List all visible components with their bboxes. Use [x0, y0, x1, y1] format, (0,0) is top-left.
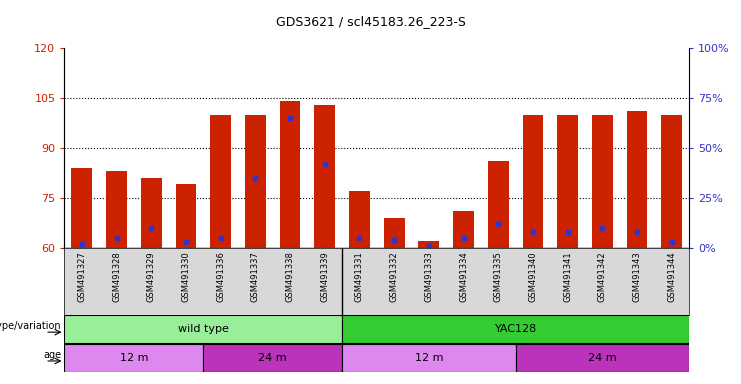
Text: GSM491328: GSM491328: [112, 251, 121, 302]
Text: 24 m: 24 m: [259, 353, 287, 363]
Text: 12 m: 12 m: [415, 353, 443, 363]
Bar: [342, 316, 689, 343]
Bar: [64, 344, 203, 372]
Text: 24 m: 24 m: [588, 353, 617, 363]
Bar: [557, 114, 578, 248]
Bar: [488, 161, 508, 248]
Text: GSM491332: GSM491332: [390, 251, 399, 302]
Text: GSM491337: GSM491337: [251, 251, 260, 302]
Text: YAC128: YAC128: [494, 324, 536, 334]
Bar: [203, 344, 342, 372]
Text: wild type: wild type: [178, 324, 229, 334]
Bar: [245, 114, 266, 248]
Text: 12 m: 12 m: [119, 353, 148, 363]
Bar: [419, 241, 439, 248]
Bar: [71, 168, 92, 248]
Bar: [627, 111, 648, 248]
Text: GSM491344: GSM491344: [668, 251, 677, 302]
Bar: [349, 191, 370, 248]
Bar: [141, 178, 162, 248]
Text: GSM491330: GSM491330: [182, 251, 190, 302]
Bar: [384, 218, 405, 248]
Bar: [453, 211, 474, 248]
Bar: [342, 344, 516, 372]
Text: GSM491341: GSM491341: [563, 251, 572, 302]
Text: GDS3621 / scl45183.26_223-S: GDS3621 / scl45183.26_223-S: [276, 15, 465, 28]
Text: GSM491338: GSM491338: [285, 251, 294, 302]
Bar: [592, 114, 613, 248]
Text: GSM491333: GSM491333: [425, 251, 433, 302]
Text: GSM491336: GSM491336: [216, 251, 225, 302]
Bar: [64, 316, 342, 343]
Text: GSM491343: GSM491343: [633, 251, 642, 302]
Bar: [176, 184, 196, 248]
Bar: [662, 114, 682, 248]
Text: GSM491334: GSM491334: [459, 251, 468, 302]
Text: genotype/variation: genotype/variation: [0, 321, 62, 331]
Bar: [106, 171, 127, 248]
Bar: [314, 104, 335, 248]
Bar: [210, 114, 231, 248]
Text: GSM491339: GSM491339: [320, 251, 329, 302]
Text: GSM491342: GSM491342: [598, 251, 607, 302]
Bar: [522, 114, 543, 248]
Text: GSM491335: GSM491335: [494, 251, 502, 302]
Text: GSM491329: GSM491329: [147, 251, 156, 302]
Text: GSM491327: GSM491327: [77, 251, 86, 302]
Text: GSM491340: GSM491340: [528, 251, 537, 302]
Text: age: age: [43, 350, 62, 360]
Bar: [516, 344, 689, 372]
Text: GSM491331: GSM491331: [355, 251, 364, 302]
Bar: [279, 101, 300, 248]
